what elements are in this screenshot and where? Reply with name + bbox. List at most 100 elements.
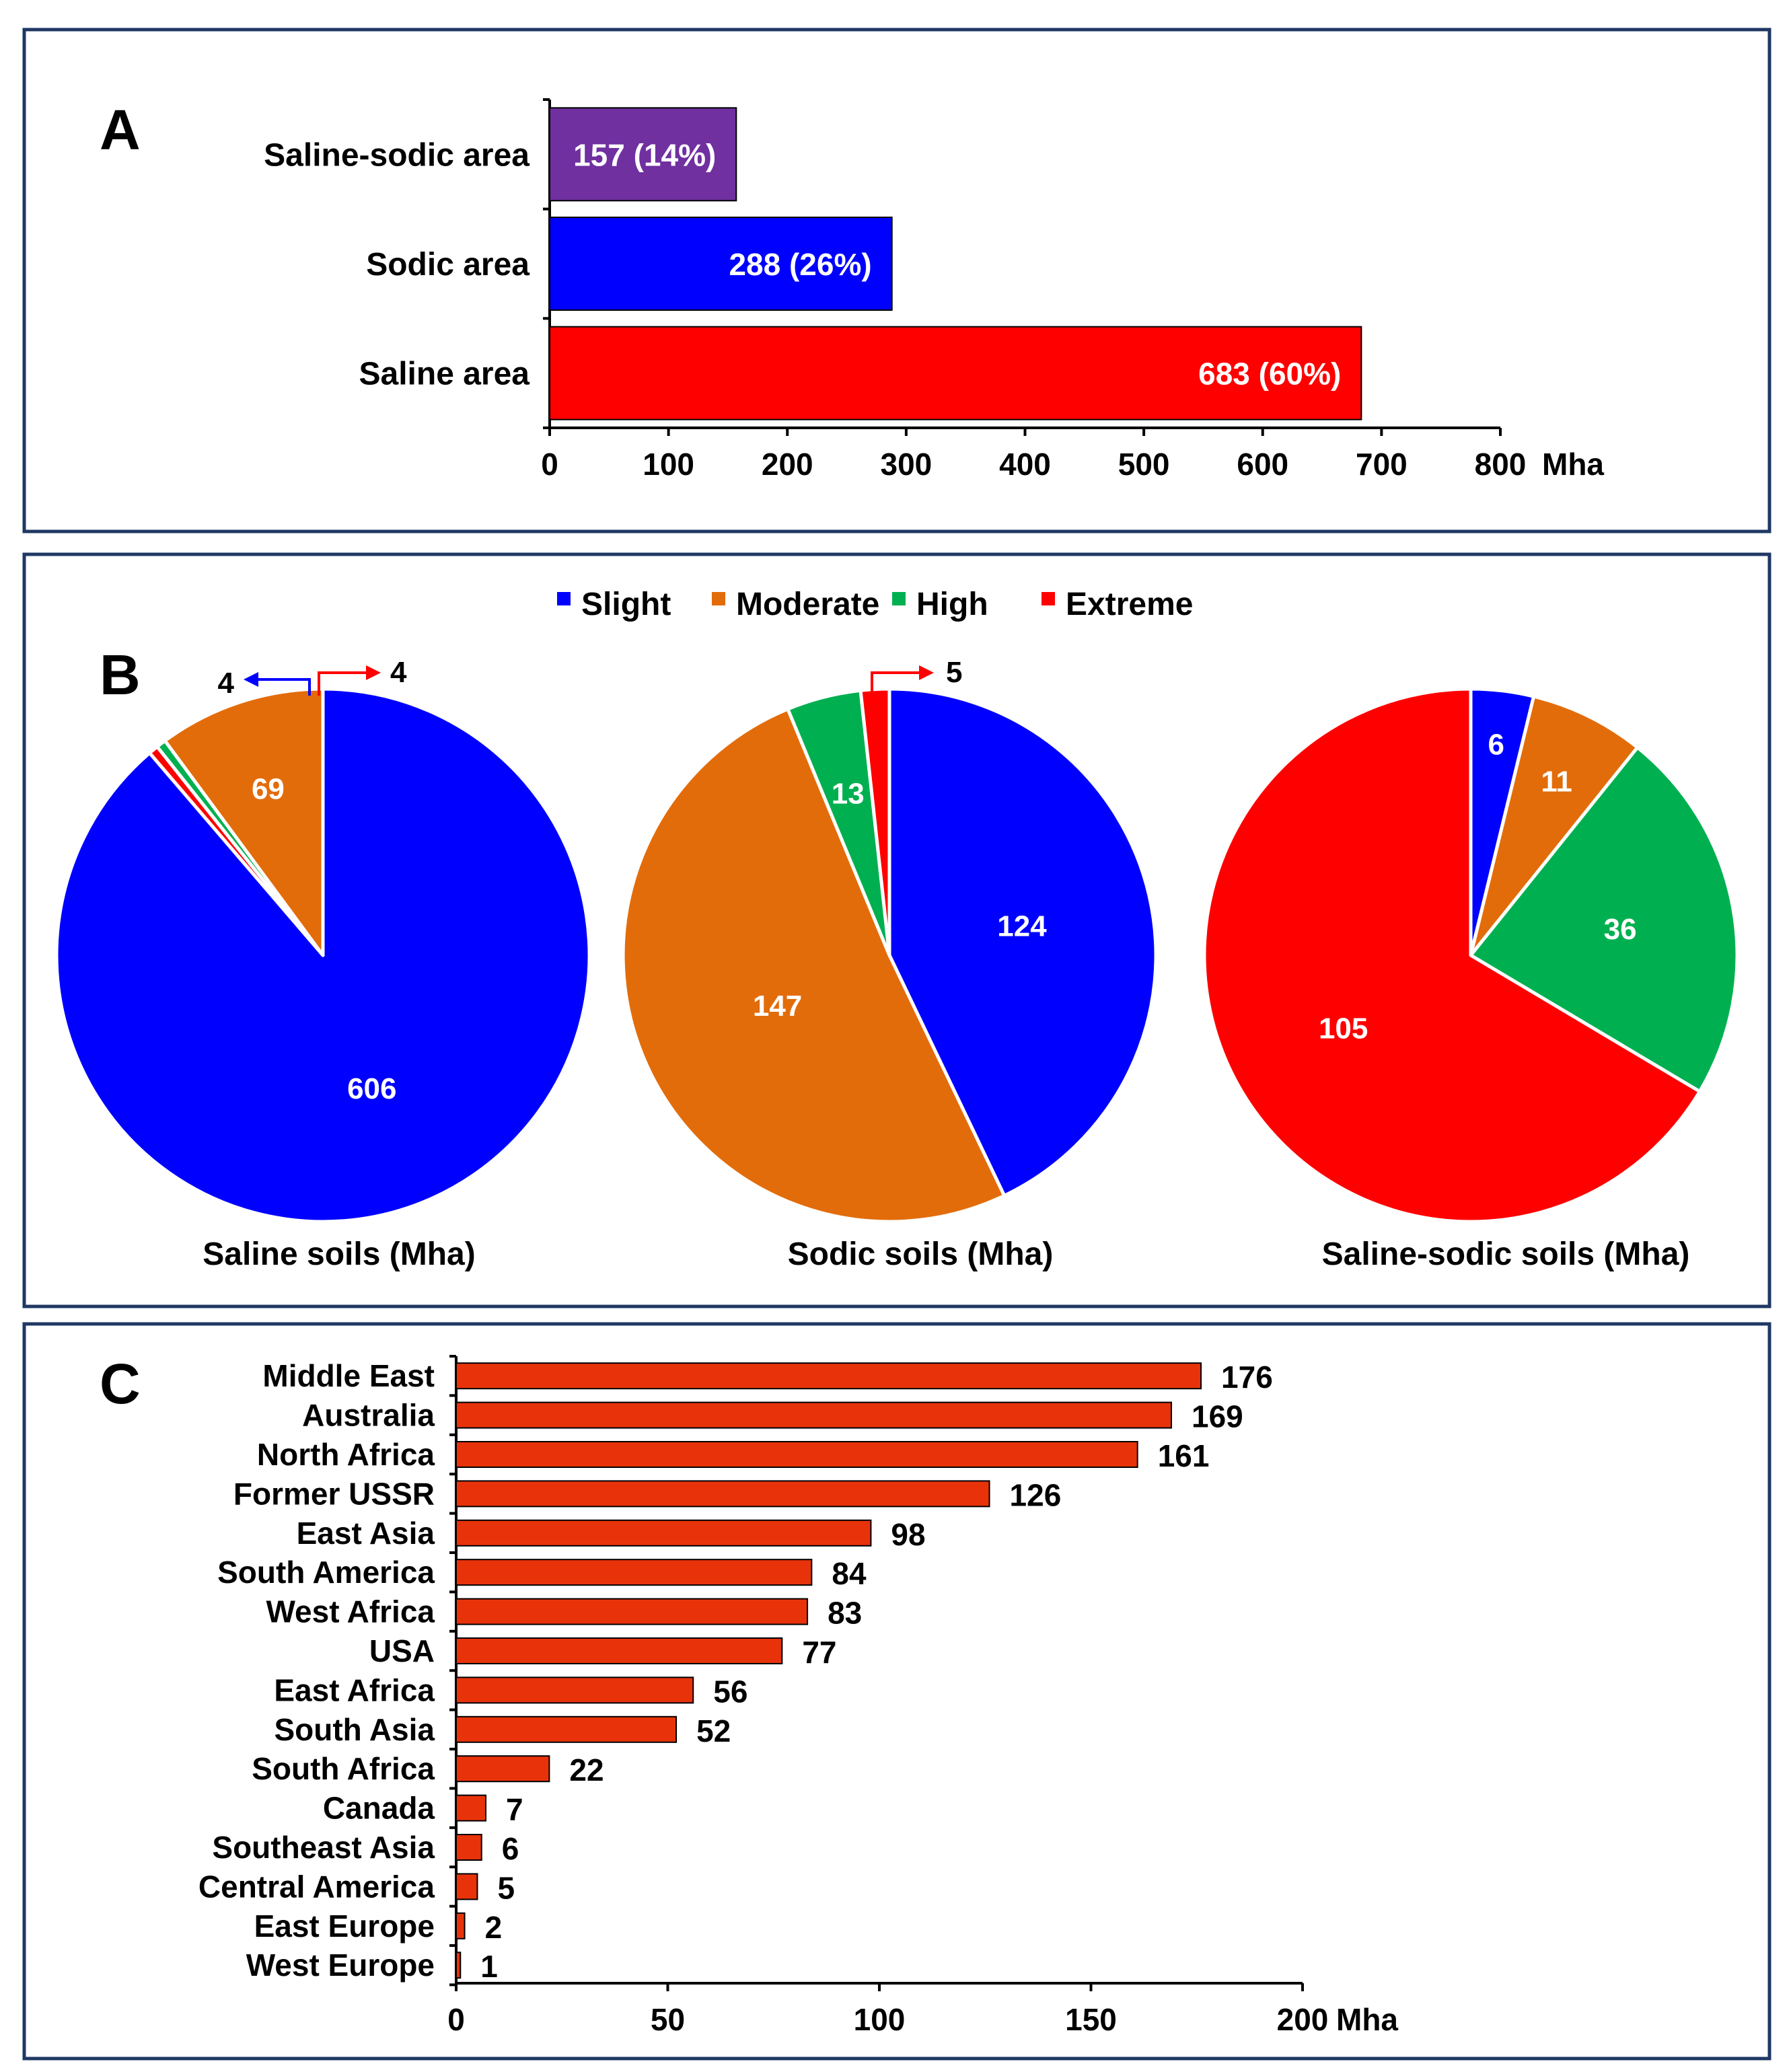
bar-value-label: 56 — [713, 1674, 747, 1709]
bar-value-label: 7 — [506, 1792, 523, 1827]
pie-value-label: 147 — [753, 990, 802, 1023]
bar-value-label: 98 — [891, 1517, 925, 1552]
bar-sodic-area — [549, 217, 893, 311]
legend-swatch-slight — [557, 592, 571, 605]
x-tick-label: 300 — [881, 447, 933, 482]
bar-value-label: 288 (26%) — [729, 247, 871, 282]
x-tick-label: 100 — [854, 2002, 906, 2037]
category-label: Former USSR — [233, 1476, 435, 1511]
panel-b-frame — [22, 552, 1771, 1308]
bar-central-america — [455, 1873, 478, 1900]
pie-value-label: 105 — [1319, 1012, 1368, 1045]
category-label: West Africa — [266, 1594, 435, 1629]
pie-3-slice-high — [1469, 745, 1739, 1094]
legend-label: High — [916, 587, 988, 622]
pie-value-label: 13 — [832, 777, 865, 810]
legend-swatch-moderate — [712, 592, 725, 605]
panel-c-label: C — [100, 1352, 141, 1415]
bar-saline-area — [549, 326, 1362, 420]
bar-value-label: 83 — [828, 1596, 862, 1631]
category-label: Middle East — [262, 1358, 435, 1393]
callout-value-extreme: 4 — [390, 656, 407, 689]
category-label: South America — [217, 1555, 435, 1590]
x-axis-unit-label: Mha — [1336, 2002, 1398, 2037]
pie-3-slice-extreme — [1202, 687, 1702, 1224]
category-label: Central America — [198, 1869, 435, 1904]
legend-label: Slight — [581, 587, 671, 622]
bar-saline-sodic-area — [549, 107, 737, 202]
category-label: North Africa — [257, 1437, 435, 1472]
bar-canada — [455, 1794, 487, 1822]
callout-line-extreme — [318, 671, 377, 696]
pie-2-slice-extreme — [858, 687, 891, 957]
pie-2-slice-slight — [887, 687, 1158, 1197]
pie-value-label: 606 — [347, 1072, 396, 1105]
bar-east-europe — [455, 1912, 466, 1939]
bar-south-america — [455, 1559, 813, 1586]
bar-middle-east — [455, 1362, 1202, 1390]
bar-value-label: 126 — [1010, 1477, 1062, 1512]
bar-value-label: 22 — [569, 1752, 604, 1787]
category-label: Canada — [323, 1791, 435, 1826]
bar-southeast-asia — [455, 1834, 482, 1861]
callout-value-sodic-extreme: 5 — [946, 656, 962, 689]
pie-value-label: 11 — [1541, 766, 1572, 799]
x-tick-label: 50 — [651, 2002, 685, 2037]
pie-title: Saline soils (Mha) — [203, 1236, 475, 1272]
bar-value-label: 169 — [1192, 1399, 1243, 1434]
bar-value-label: 84 — [832, 1556, 867, 1591]
legend-swatch-extreme — [1041, 592, 1055, 605]
x-tick-label: 0 — [447, 2002, 465, 2037]
panel-b-chart: Slight Moderate High Extreme 606 69 Saline soi… — [54, 587, 1739, 1272]
bar-value-label: 5 — [497, 1870, 515, 1905]
pie-value-label: 124 — [997, 910, 1047, 942]
callout-line-sodic-extreme — [871, 671, 928, 692]
legend-swatch-high — [892, 592, 906, 605]
category-label: South Africa — [252, 1751, 435, 1786]
category-label: East Asia — [297, 1516, 435, 1551]
x-tick-label: 0 — [541, 447, 558, 482]
x-tick-label: 700 — [1356, 447, 1408, 482]
category-label: Sodic area — [366, 247, 529, 283]
x-axis-unit-label: Mha — [1542, 447, 1604, 482]
category-label: Australia — [302, 1398, 435, 1433]
callout-value-high: 4 — [218, 667, 235, 700]
panel-b-label: B — [100, 643, 141, 706]
x-tick-label: 500 — [1118, 447, 1170, 482]
legend-label: Extreme — [1066, 587, 1193, 622]
category-label: USA — [369, 1633, 435, 1668]
pie-value-label: 69 — [252, 773, 285, 806]
category-label: Saline area — [359, 357, 530, 392]
category-label: South Asia — [274, 1712, 435, 1747]
bar-value-label: 52 — [696, 1713, 731, 1748]
x-tick-label: 200 — [762, 447, 813, 482]
bar-value-label: 161 — [1158, 1438, 1210, 1473]
callout-arrow-sodic-extreme — [919, 665, 934, 680]
bar-north-africa — [455, 1441, 1138, 1468]
category-label: East Africa — [274, 1672, 435, 1707]
panel-a-label: A — [100, 98, 141, 161]
pie-title: Sodic soils (Mha) — [788, 1236, 1054, 1272]
bar-east-asia — [455, 1519, 872, 1547]
bar-value-label: 176 — [1221, 1360, 1273, 1395]
bar-south-asia — [455, 1715, 678, 1743]
x-tick-label: 100 — [643, 447, 694, 482]
x-tick-label: 400 — [999, 447, 1051, 482]
x-tick-label: 150 — [1065, 2002, 1117, 2037]
legend-label: Moderate — [736, 587, 879, 622]
pie-2-slice-moderate — [621, 707, 1007, 1224]
callout-arrow-high — [244, 672, 258, 687]
pie-value-label: 36 — [1604, 913, 1637, 946]
bar-former-ussr — [455, 1480, 990, 1508]
bar-value-label: 77 — [802, 1635, 836, 1670]
bar-value-label: 157 (14%) — [573, 137, 716, 172]
x-tick-label: 800 — [1475, 447, 1527, 482]
bar-value-label: 683 (60%) — [1198, 357, 1341, 392]
bar-value-label: 6 — [502, 1831, 519, 1866]
pie-3-slice-moderate — [1469, 694, 1640, 957]
category-label: Southeast Asia — [212, 1830, 435, 1865]
bar-east-africa — [455, 1676, 694, 1704]
bar-value-label: 1 — [480, 1949, 498, 1984]
x-tick-label: 600 — [1237, 447, 1288, 482]
